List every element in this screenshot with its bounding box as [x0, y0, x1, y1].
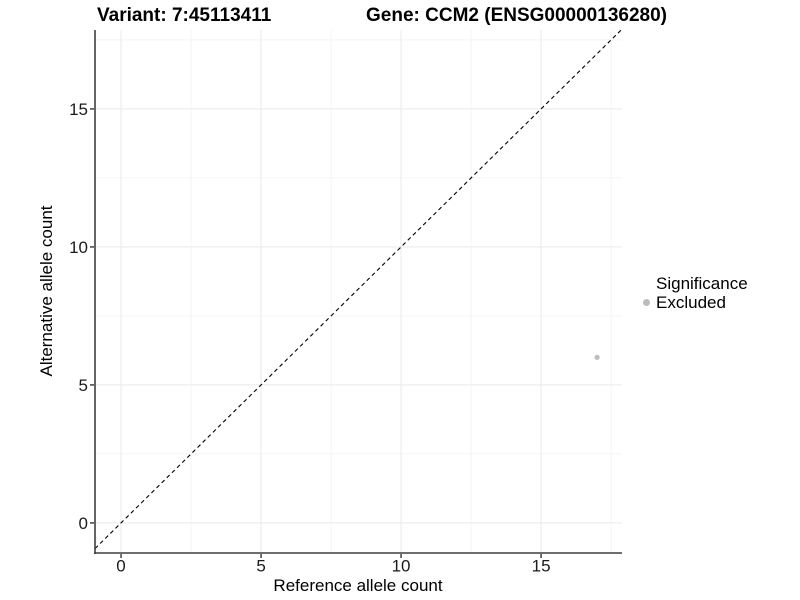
y-tick-label: 15	[69, 100, 88, 119]
legend: Significance Excluded	[636, 274, 748, 312]
legend-item: Excluded	[636, 293, 748, 312]
x-tick-label: 10	[392, 557, 411, 576]
y-tick-label: 10	[69, 238, 88, 257]
legend-point-icon	[642, 299, 650, 306]
identity-line	[94, 29, 622, 549]
data-point	[594, 354, 600, 360]
gene-title: Gene: CCM2 (ENSG00000136280)	[366, 5, 667, 26]
y-tick-label: 0	[79, 514, 88, 533]
x-axis-title: Reference allele count	[273, 576, 443, 595]
legend-key	[636, 293, 656, 312]
x-tick-label: 5	[256, 557, 265, 576]
x-tick-label: 15	[532, 557, 551, 576]
legend-item-label: Excluded	[656, 293, 726, 312]
variant-title: Variant: 7:45113411	[97, 5, 272, 26]
legend-title: Significance	[656, 274, 748, 293]
legend-items: Excluded	[636, 293, 748, 312]
x-tick-label: 0	[116, 557, 125, 576]
y-tick-label: 5	[79, 376, 88, 395]
